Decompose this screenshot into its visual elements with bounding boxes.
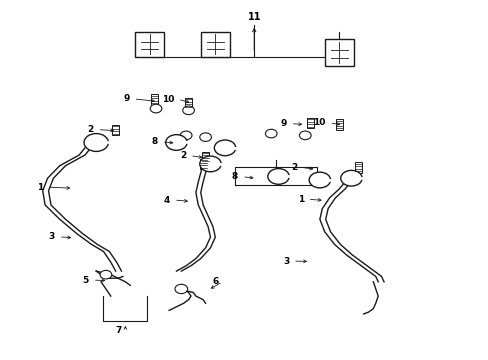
Circle shape	[100, 270, 112, 279]
Circle shape	[183, 106, 194, 114]
Text: 2: 2	[291, 163, 297, 172]
Circle shape	[299, 131, 310, 140]
Circle shape	[340, 170, 362, 186]
Text: 8: 8	[151, 137, 158, 146]
Text: 4: 4	[163, 195, 170, 204]
Circle shape	[214, 140, 235, 156]
Bar	[306, 118, 313, 128]
Bar	[201, 32, 229, 57]
Bar	[202, 152, 209, 162]
Bar	[324, 39, 353, 66]
Bar	[335, 120, 342, 130]
Circle shape	[200, 133, 211, 141]
Circle shape	[150, 104, 162, 113]
Text: 8: 8	[231, 172, 238, 181]
Text: 11: 11	[247, 13, 261, 22]
Circle shape	[308, 172, 330, 188]
Bar	[184, 98, 192, 108]
Circle shape	[202, 159, 213, 168]
Text: 3: 3	[48, 232, 55, 241]
Text: 5: 5	[82, 275, 89, 284]
Text: 3: 3	[283, 257, 288, 266]
Circle shape	[180, 131, 192, 140]
Text: 7: 7	[115, 326, 121, 335]
Circle shape	[175, 284, 187, 294]
Circle shape	[84, 134, 108, 152]
Bar	[151, 94, 158, 105]
Text: 9: 9	[123, 94, 129, 103]
Text: 9: 9	[280, 119, 286, 128]
Text: 10: 10	[162, 95, 174, 104]
Bar	[135, 32, 164, 57]
Text: 6: 6	[212, 277, 218, 286]
Text: 2: 2	[87, 125, 94, 134]
Text: 1: 1	[38, 183, 43, 192]
Circle shape	[267, 168, 288, 184]
Text: 10: 10	[313, 118, 325, 127]
Circle shape	[265, 129, 277, 138]
Circle shape	[165, 135, 187, 150]
Bar	[112, 125, 119, 135]
Bar	[355, 162, 362, 173]
Text: 2: 2	[180, 151, 186, 160]
Bar	[199, 159, 206, 169]
Circle shape	[200, 156, 221, 172]
Text: 1: 1	[297, 195, 303, 204]
